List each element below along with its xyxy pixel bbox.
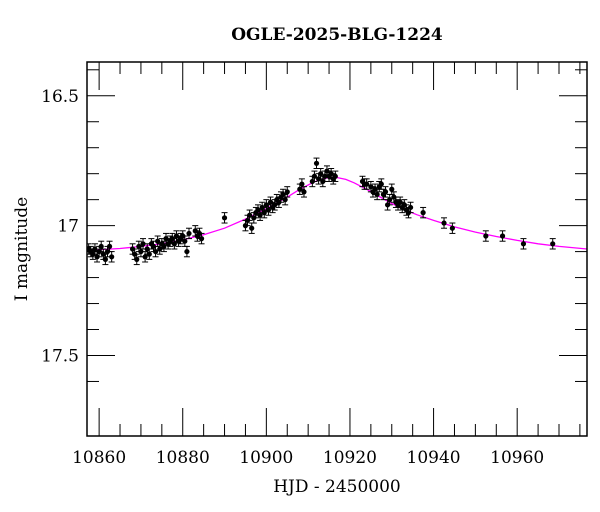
y-tick-label: 17.5 [41,346,79,366]
plot-area [87,157,587,266]
plot-frame [86,61,588,437]
data-point [549,238,556,250]
data-point [248,222,255,234]
x-tick-label: 10880 [156,448,210,468]
data-point [183,245,190,258]
x-tick-label: 10960 [490,448,544,468]
data-point [382,186,389,198]
x-tick-label: 10860 [72,448,126,468]
data-point [386,193,393,206]
data-point [449,222,456,234]
data-point [133,253,140,266]
data-point [186,227,193,240]
axis-ticks [87,62,587,436]
chart-title: OGLE-2025-BLG-1224 [231,25,443,45]
data-point [261,206,268,219]
data-point [441,217,448,229]
y-axis-label: I magnitude [12,197,32,301]
data-point [140,238,147,250]
y-tick-label: 17 [57,217,79,237]
data-point [482,230,489,242]
data-point [142,251,149,263]
data-point [98,240,105,253]
data-point [108,251,115,263]
data-point [499,230,506,242]
data-point [520,238,527,250]
data-point [363,178,370,190]
data-point [388,183,395,195]
data-point [313,157,320,169]
data-point [160,240,167,253]
x-axis-label: HJD - 2450000 [273,477,401,497]
data-point [332,170,339,182]
y-tick-label: 16.5 [41,87,79,107]
x-tick-label: 10920 [323,448,377,468]
data-point [221,212,228,224]
data-point [257,209,264,221]
data-point [246,209,253,221]
data-point [420,206,427,219]
data-point [91,243,98,255]
data-point [282,193,289,206]
x-tick-label: 10940 [407,448,461,468]
data-point [300,186,307,198]
data-point [374,188,381,201]
x-tick-label: 10900 [239,448,293,468]
data-point [311,170,318,182]
y-tick-labels: 16.5 17 17.5 [41,87,79,367]
data-point [284,186,291,198]
x-tick-labels: 10860 10880 10900 10920 10940 10960 [72,448,544,468]
data-point [407,201,414,214]
data-point [198,232,205,245]
